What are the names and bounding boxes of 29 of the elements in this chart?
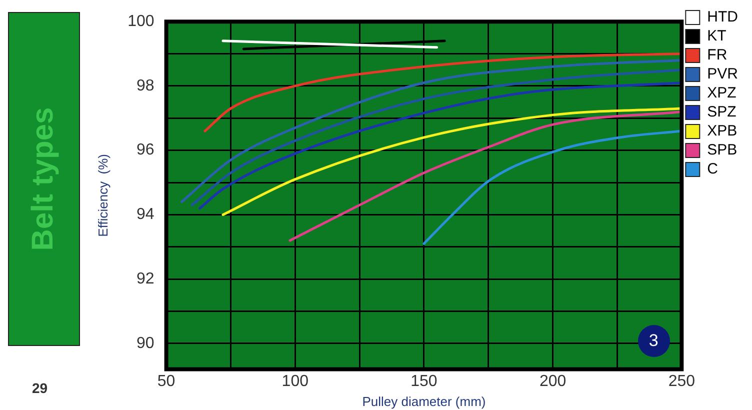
x-axis-title: Pulley diameter (mm): [362, 394, 486, 409]
legend-label: KT: [707, 28, 726, 45]
x-tick-label: 50: [157, 373, 176, 390]
legend-label: HTD: [707, 8, 738, 26]
y-axis-title: Efficiency (%): [95, 154, 110, 237]
legend-label: XPZ: [707, 84, 736, 102]
x-tick-label: 250: [668, 373, 696, 390]
line-series: [422, 130, 682, 245]
text: 29: [32, 380, 48, 396]
line-series: [222, 107, 682, 216]
legend-label: C: [707, 160, 718, 178]
line-series: [288, 110, 682, 242]
legend-label: FR: [707, 46, 728, 64]
y-tick-label: 96: [136, 142, 154, 159]
y-tick-label: 100: [128, 13, 154, 30]
line-series: [204, 52, 682, 132]
y-tick-label: 92: [136, 270, 154, 288]
y-tick-label: 90: [136, 334, 154, 352]
legend-label: XPB: [707, 122, 738, 140]
legend-label: SPB: [707, 142, 738, 159]
y-tick-label: 98: [136, 77, 154, 94]
x-tick-label: 150: [410, 373, 438, 390]
annotation: 3: [638, 325, 670, 358]
text: Belt types: [27, 107, 61, 251]
legend-label: PVR: [707, 66, 738, 83]
x-tick-label: 200: [539, 373, 566, 390]
x-tick-label: 100: [282, 373, 309, 390]
y-tick-label: 94: [136, 206, 154, 224]
legend-label: SPZ: [707, 104, 736, 121]
